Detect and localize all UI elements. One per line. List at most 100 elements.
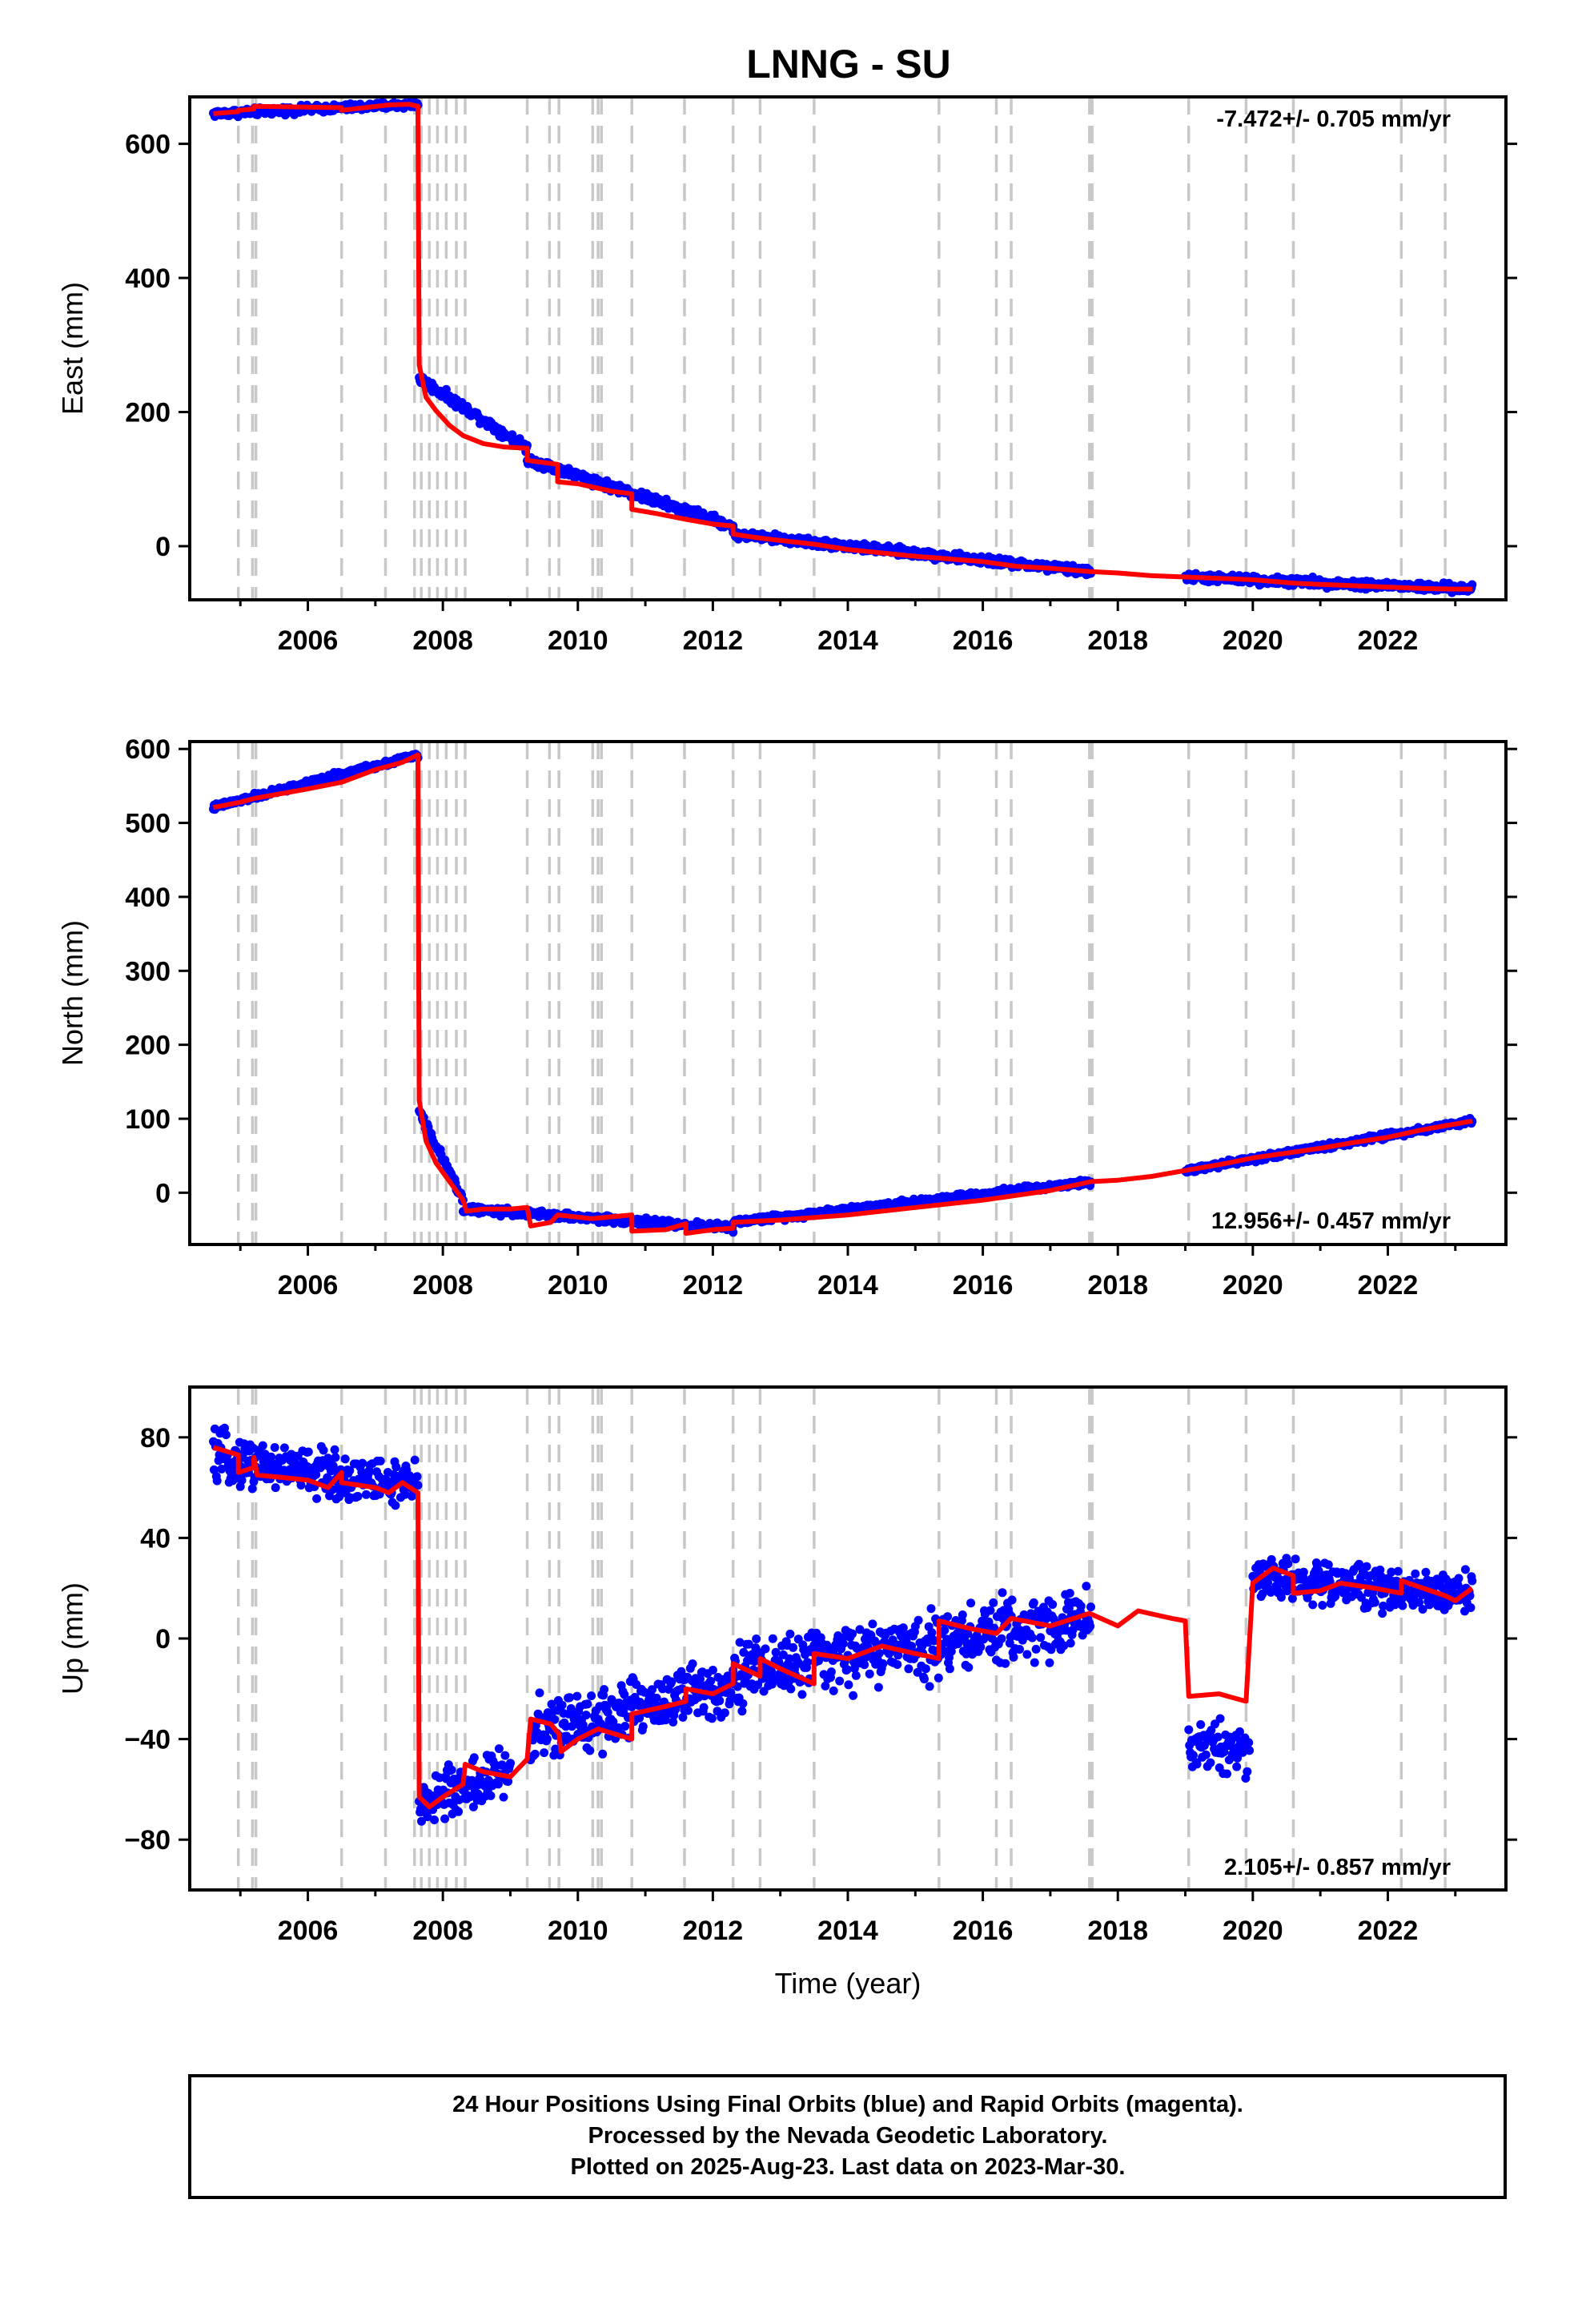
north-xtick-label-2022: 2022 bbox=[1358, 1270, 1419, 1301]
up-observation-point bbox=[217, 1464, 227, 1474]
up-observation-point bbox=[913, 1615, 923, 1625]
north-ytick-label-1: 100 bbox=[125, 1104, 171, 1135]
east-xtick-label-2016: 2016 bbox=[953, 625, 1014, 656]
up-observation-point bbox=[707, 1714, 717, 1723]
up-observation-point bbox=[842, 1665, 852, 1675]
up-observation-point bbox=[688, 1659, 697, 1669]
up-observation-point bbox=[270, 1443, 279, 1452]
up-observation-point bbox=[494, 1744, 504, 1754]
up-observation-point bbox=[1086, 1622, 1095, 1631]
up-observation-point bbox=[1065, 1589, 1074, 1598]
up-observation-point bbox=[323, 1454, 333, 1463]
north-ytick-label-5: 500 bbox=[125, 809, 171, 839]
up-xtick-label-2006: 2006 bbox=[278, 1916, 339, 1946]
up-observation-point bbox=[789, 1642, 798, 1652]
east-ytick-label-0: 0 bbox=[155, 532, 171, 562]
up-observation-point bbox=[353, 1492, 363, 1501]
up-ylabel: Up (mm) bbox=[56, 1582, 89, 1695]
up-observation-point bbox=[1362, 1562, 1371, 1571]
up-observation-point bbox=[391, 1501, 400, 1510]
east-panel: 2006 2008 2010 2012 2014 2016 2018 2020 20220200… bbox=[56, 95, 1517, 656]
up-ytick-label-3: 40 bbox=[140, 1523, 171, 1554]
up-observation-point bbox=[868, 1619, 877, 1629]
up-observation-point bbox=[312, 1494, 322, 1503]
north-xtick-label-2008: 2008 bbox=[412, 1270, 473, 1301]
up-observation-point bbox=[1196, 1720, 1206, 1729]
up-observation-point bbox=[1045, 1658, 1054, 1667]
up-observation-point bbox=[761, 1644, 770, 1654]
east-xtick-label-2014: 2014 bbox=[817, 625, 878, 656]
up-xtick-label-2008: 2008 bbox=[412, 1916, 473, 1946]
up-xtick-label-2020: 2020 bbox=[1223, 1916, 1283, 1946]
east-ylabel: East (mm) bbox=[56, 282, 89, 415]
up-observation-point bbox=[279, 1443, 289, 1453]
east-xtick-label-2010: 2010 bbox=[548, 625, 608, 656]
up-observation-point bbox=[873, 1683, 883, 1692]
up-observation-point bbox=[667, 1677, 677, 1687]
east-ytick-label-2: 400 bbox=[125, 263, 171, 294]
north-ytick-label-0: 0 bbox=[155, 1178, 171, 1208]
up-observation-point bbox=[540, 1748, 549, 1758]
up-observation-point bbox=[706, 1676, 716, 1686]
east-panel-frame bbox=[188, 95, 1508, 601]
up-observation-point bbox=[500, 1751, 510, 1760]
up-observation-point bbox=[1066, 1638, 1075, 1648]
up-observation-point bbox=[1029, 1598, 1038, 1607]
up-observation-point bbox=[303, 1447, 313, 1457]
up-observation-point bbox=[715, 1696, 725, 1706]
up-observation-point bbox=[849, 1691, 858, 1700]
up-observation-point bbox=[1398, 1601, 1407, 1610]
footer-line-2: Processed by the Nevada Geodetic Laborat… bbox=[588, 2123, 1108, 2149]
up-observation-point bbox=[638, 1722, 648, 1731]
up-observation-point bbox=[319, 1445, 328, 1455]
up-observation-point bbox=[898, 1623, 908, 1633]
up-observation-point bbox=[581, 1711, 591, 1720]
north-xtick-label-2018: 2018 bbox=[1087, 1270, 1148, 1301]
up-observation-point bbox=[1031, 1644, 1041, 1654]
east-xtick-label-2008: 2008 bbox=[412, 625, 473, 656]
up-observation-point bbox=[708, 1666, 717, 1675]
up-observation-point bbox=[598, 1749, 608, 1759]
up-observation-point bbox=[375, 1456, 385, 1466]
footer-box: 24 Hour Positions Using Final Orbits (bl… bbox=[188, 2074, 1507, 2199]
up-observation-point bbox=[447, 1765, 456, 1775]
up-observation-point bbox=[1243, 1767, 1252, 1776]
north-xtick-label-2020: 2020 bbox=[1223, 1270, 1283, 1301]
east-xtick-label-2012: 2012 bbox=[683, 625, 744, 656]
up-observation-point bbox=[1245, 1746, 1255, 1755]
east-ytick-label-1: 200 bbox=[125, 398, 171, 428]
up-observation-point bbox=[1082, 1582, 1091, 1591]
up-observation-point bbox=[358, 1458, 367, 1468]
north-model-line bbox=[212, 752, 1473, 1236]
up-rate-label: 2.105+/- 0.857 mm/yr bbox=[1224, 1855, 1451, 1880]
up-observation-point bbox=[542, 1735, 552, 1743]
east-xtick-label-2018: 2018 bbox=[1087, 625, 1148, 656]
up-observation-point bbox=[391, 1462, 401, 1472]
up-observation-point bbox=[986, 1606, 995, 1615]
up-observation-point bbox=[1223, 1769, 1231, 1779]
up-observation-point bbox=[430, 1815, 439, 1824]
up-observation-point bbox=[557, 1700, 567, 1710]
up-observation-point bbox=[1036, 1633, 1046, 1642]
up-observation-point bbox=[771, 1647, 781, 1657]
up-observation-point bbox=[1184, 1725, 1194, 1735]
up-observation-point bbox=[412, 1472, 422, 1482]
up-observation-point bbox=[565, 1693, 574, 1703]
up-observation-point bbox=[1355, 1559, 1364, 1569]
up-observation-point bbox=[1421, 1567, 1431, 1577]
up-xtick-label-2010: 2010 bbox=[548, 1916, 608, 1946]
up-observation-point bbox=[1460, 1565, 1470, 1574]
east-plot-layer: 2006 2008 2010 2012 2014 2016 2018 2020 20220200… bbox=[125, 97, 1517, 656]
up-observation-point bbox=[1009, 1652, 1018, 1662]
north-ytick-label-4: 400 bbox=[125, 883, 171, 913]
up-observation-point bbox=[1030, 1658, 1039, 1667]
up-ytick-label-2: 0 bbox=[155, 1624, 171, 1655]
up-observation-point bbox=[506, 1759, 515, 1768]
up-xtick-label-2012: 2012 bbox=[683, 1916, 744, 1946]
up-observation-point bbox=[296, 1481, 306, 1490]
north-panel-frame bbox=[188, 740, 1508, 1246]
up-observation-point bbox=[797, 1690, 807, 1699]
up-panel: 2006 2008 2010 2012 2014 2016 2018 2020 2022−80−… bbox=[56, 1385, 1517, 2000]
